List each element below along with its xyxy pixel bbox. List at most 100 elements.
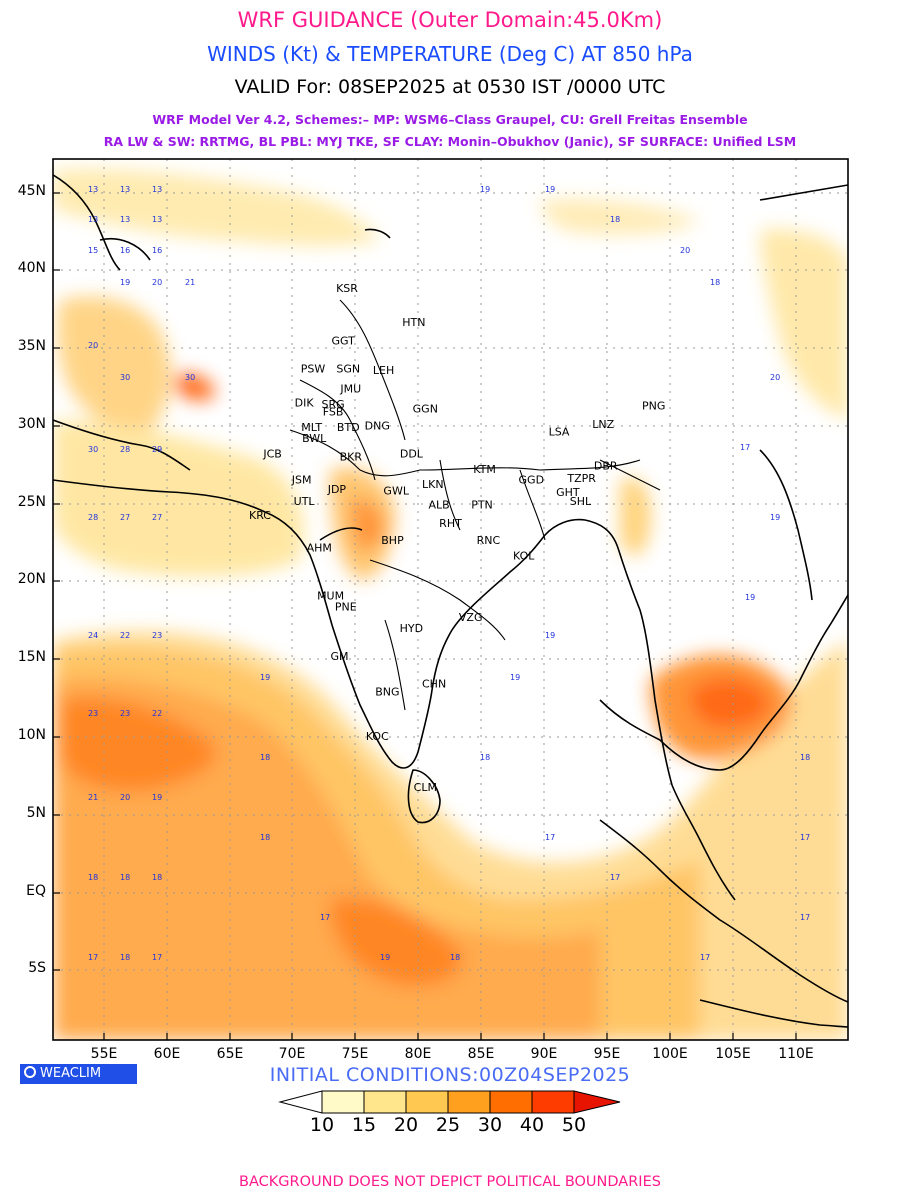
svg-text:15: 15: [88, 246, 98, 255]
lat-label: 35N: [17, 338, 46, 354]
station-label: TZPR: [566, 472, 596, 485]
svg-text:20: 20: [88, 341, 98, 350]
svg-text:13: 13: [152, 215, 162, 224]
svg-text:27: 27: [152, 513, 162, 522]
station-label: SGN: [336, 362, 360, 375]
svg-text:19: 19: [510, 673, 520, 682]
svg-text:28: 28: [120, 445, 130, 454]
svg-text:19: 19: [260, 673, 270, 682]
lat-label: 20N: [17, 571, 46, 587]
colorbar-label: 50: [561, 1114, 587, 1136]
svg-text:17: 17: [545, 833, 555, 842]
station-label: GGD: [519, 474, 545, 487]
colorbar-label: 30: [477, 1114, 503, 1136]
station-label: VZG: [459, 611, 483, 624]
lon-label: 55E: [90, 1046, 118, 1062]
footer-note: BACKGROUND DOES NOT DEPICT POLITICAL BOU…: [239, 1174, 661, 1190]
station-label: LKN: [422, 478, 444, 491]
lat-label: 15N: [17, 649, 46, 665]
station-label: HTN: [402, 316, 425, 329]
lat-label: 25N: [17, 494, 46, 510]
station-label: CLM: [414, 781, 437, 794]
station-label: UTL: [294, 495, 316, 508]
svg-text:30: 30: [120, 373, 130, 382]
svg-text:20: 20: [680, 246, 690, 255]
station-label: LEH: [373, 364, 394, 377]
svg-text:13: 13: [120, 215, 130, 224]
initial-conditions: INITIAL CONDITIONS:00Z04SEP2025: [269, 1064, 631, 1086]
svg-text:17: 17: [320, 913, 330, 922]
svg-text:18: 18: [610, 215, 620, 224]
colorbar-segment: [489, 1090, 533, 1114]
lon-label: 60E: [153, 1046, 181, 1062]
lat-label: 45N: [17, 183, 46, 199]
chart-title: WRF GUIDANCE (Outer Domain:45.0Km): [237, 8, 663, 32]
lat-label: 5S: [28, 960, 46, 976]
lon-label: 85E: [467, 1046, 495, 1062]
station-label: RHT: [439, 517, 462, 530]
coastlines: [53, 174, 848, 1028]
station-label: FSB: [323, 406, 344, 419]
colorbar-segment: [321, 1090, 365, 1114]
station-label: HYD: [400, 622, 423, 635]
svg-text:16: 16: [152, 246, 162, 255]
svg-text:19: 19: [545, 631, 555, 640]
station-label: KTM: [473, 463, 496, 476]
station-label: JSM: [291, 474, 312, 487]
svg-text:13: 13: [152, 185, 162, 194]
colorbar-segment: [278, 1090, 323, 1114]
colorbar-label: 40: [519, 1114, 545, 1136]
station-label: BHP: [381, 534, 404, 547]
station-label: BNG: [375, 685, 399, 698]
svg-text:30: 30: [88, 445, 98, 454]
valid-time: VALID For: 08SEP2025 at 0530 IST /0000 U…: [234, 76, 666, 98]
svg-text:17: 17: [610, 873, 620, 882]
svg-text:20: 20: [152, 278, 162, 287]
svg-text:23: 23: [152, 631, 162, 640]
svg-text:18: 18: [120, 873, 130, 882]
colorbar-segment: [573, 1090, 621, 1114]
wind-value-labels: 13 13 13 13 13 13 15 16 16 19 20 21 20 30 30 30 28 2…: [88, 185, 810, 962]
lat-lon-grid: [53, 159, 848, 1040]
svg-text:21: 21: [185, 278, 195, 287]
lon-label: 75E: [341, 1046, 369, 1062]
lon-label: 110E: [778, 1046, 814, 1062]
svg-text:28: 28: [88, 513, 98, 522]
svg-text:18: 18: [152, 873, 162, 882]
svg-text:24: 24: [88, 631, 98, 640]
svg-text:27: 27: [120, 513, 130, 522]
svg-text:22: 22: [152, 709, 162, 718]
station-label: KOC: [366, 730, 389, 743]
station-label: GM: [330, 650, 348, 663]
temperature-shading: [53, 168, 848, 1040]
colorbar-segment: [531, 1090, 575, 1114]
copyright-icon: [24, 1066, 36, 1078]
svg-text:18: 18: [88, 873, 98, 882]
weaclim-logo[interactable]: WEACLIM: [20, 1064, 137, 1084]
internal-boundaries: [289, 299, 661, 711]
lon-label: 95E: [593, 1046, 621, 1062]
svg-text:18: 18: [260, 753, 270, 762]
svg-text:19: 19: [745, 593, 755, 602]
model-info-line-1: WRF Model Ver 4.2, Schemes:– MP: WSM6–Cl…: [152, 112, 748, 127]
svg-text:18: 18: [480, 753, 490, 762]
station-label: ALB: [428, 498, 449, 511]
colorbar-label: 10: [309, 1114, 335, 1136]
station-label: LSA: [549, 426, 570, 439]
svg-text:19: 19: [152, 793, 162, 802]
lat-label: 10N: [17, 727, 46, 743]
svg-text:18: 18: [800, 753, 810, 762]
station-label: BKR: [340, 450, 363, 463]
lat-label: 40N: [17, 260, 46, 276]
colorbar-segment: [363, 1090, 407, 1114]
station-label: DBR: [594, 460, 618, 473]
svg-text:18: 18: [450, 953, 460, 962]
lon-label: 65E: [216, 1046, 244, 1062]
svg-text:18: 18: [120, 953, 130, 962]
svg-text:17: 17: [700, 953, 710, 962]
station-label: PSW: [301, 362, 326, 375]
svg-text:23: 23: [120, 709, 130, 718]
station-label: GWL: [383, 484, 409, 497]
station-label: BWL: [302, 432, 327, 445]
